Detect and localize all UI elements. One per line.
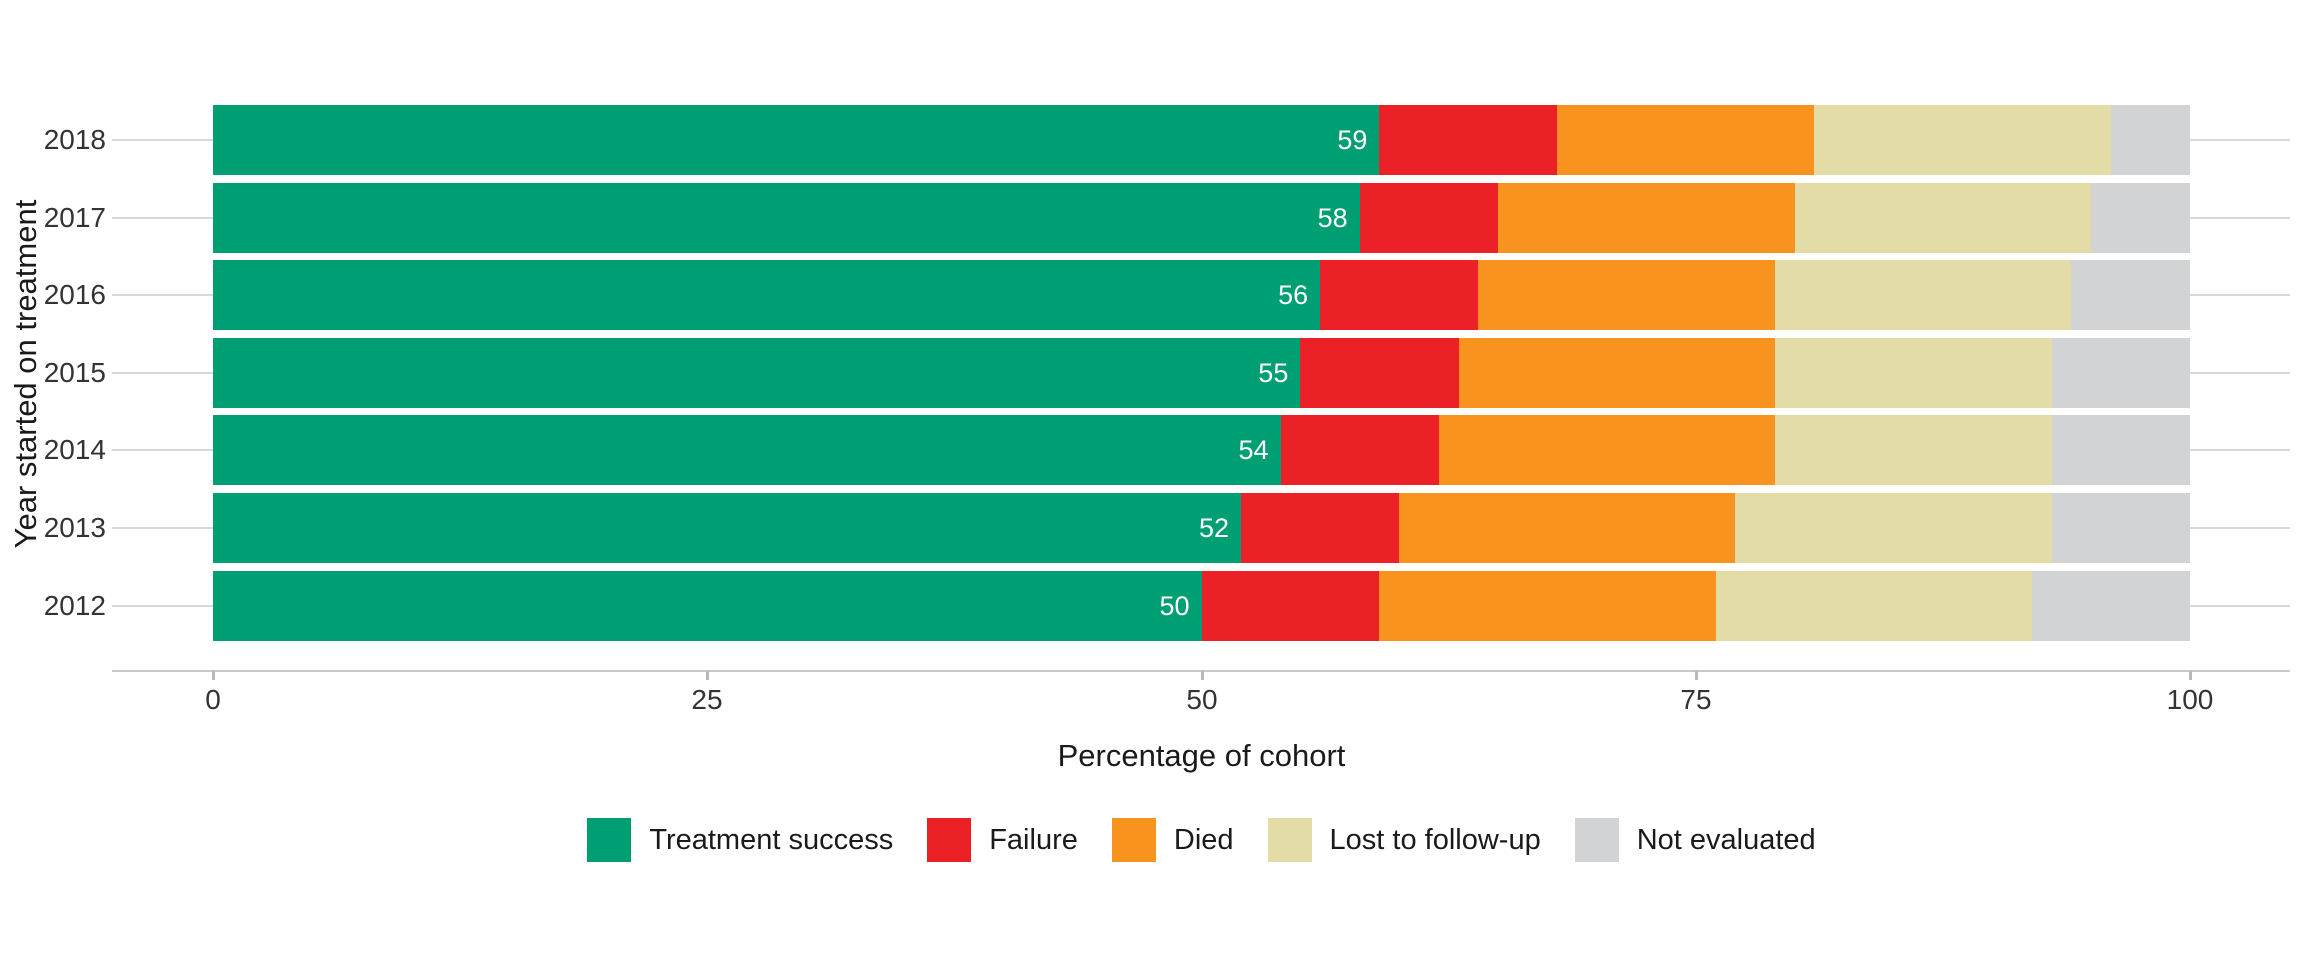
bar-value-label-2018: 59 [1337, 125, 1368, 155]
x-tick-label-75: 75 [1680, 684, 1712, 715]
bar-segment-died-2014 [1438, 415, 1775, 485]
bar-row-2017: 58 [213, 183, 2190, 253]
bar-segment-treatment-success-2014: 54 [213, 415, 1281, 485]
bar-segment-treatment-success-2018: 59 [213, 105, 1380, 175]
legend: Treatment success Failure Died Lost to foll… [213, 816, 2190, 864]
bar-value-label-2013: 52 [1198, 513, 1230, 543]
bar-row-2018: 59 [213, 105, 2190, 175]
bar-segment-not-evaluated-2018 [2110, 105, 2190, 175]
x-tick-label-25: 25 [691, 684, 723, 715]
legend-item-not-evaluated: Not evaluated [1574, 818, 1816, 862]
x-tick-label-50: 50 [1186, 684, 1218, 715]
legend-item-died: Died [1111, 818, 1234, 862]
legend-label-treatment-success: Treatment success [649, 823, 894, 856]
y-tick-label-2017: 2017 [43, 202, 106, 233]
y-tick-label-2012: 2012 [43, 590, 106, 621]
bar-segment-failure-2014 [1280, 415, 1439, 485]
bar-segment-died-2012 [1379, 571, 1716, 641]
legend-swatch-treatment-success [587, 818, 632, 862]
bar-row-2015: 55 [213, 338, 2190, 408]
bar-value-label-2012: 50 [1159, 591, 1190, 621]
bar-segment-treatment-success-2015: 55 [213, 338, 1301, 408]
bar-segment-not-evaluated-2014 [2051, 415, 2190, 485]
legend-label-not-evaluated: Not evaluated [1636, 823, 1816, 856]
bar-segment-treatment-success-2017: 58 [213, 183, 1360, 253]
bar-segment-lost-to-follow-up-2017 [1794, 183, 2092, 253]
bar-row-2014: 54 [213, 415, 2190, 485]
bar-segment-treatment-success-2013: 52 [213, 493, 1242, 563]
x-tick-label-100: 100 [2166, 684, 2214, 715]
bar-segment-lost-to-follow-up-2016 [1774, 260, 2072, 330]
x-tick-label-0: 0 [205, 684, 221, 715]
bar-row-2012: 50 [213, 571, 2190, 641]
bar-segment-lost-to-follow-up-2018 [1814, 105, 2111, 175]
bar-value-label-2016: 56 [1278, 280, 1309, 310]
legend-swatch-failure [927, 818, 972, 862]
bar-segment-died-2017 [1498, 183, 1795, 253]
legend-swatch-not-evaluated [1574, 818, 1619, 862]
legend-swatch-lost-to-follow-up [1267, 818, 1312, 862]
legend-item-treatment-success: Treatment success [587, 818, 893, 862]
y-tick-label-2013: 2013 [43, 512, 106, 543]
bar-value-label-2017: 58 [1317, 203, 1348, 233]
bar-segment-lost-to-follow-up-2014 [1774, 415, 2052, 485]
legend-label-failure: Failure [989, 823, 1078, 856]
x-tick-mark-0 [212, 671, 215, 680]
legend-label-died: Died [1173, 823, 1234, 856]
legend-swatch-died [1111, 818, 1156, 862]
bar-segment-lost-to-follow-up-2013 [1735, 493, 2052, 563]
bar-value-label-2015: 55 [1258, 358, 1289, 388]
bar-segment-lost-to-follow-up-2012 [1715, 571, 2032, 641]
bar-segment-failure-2012 [1201, 571, 1380, 641]
x-tick-mark-75 [1695, 671, 1698, 680]
x-tick-mark-25 [706, 671, 709, 680]
bar-segment-not-evaluated-2013 [2051, 493, 2190, 563]
bar-segment-died-2013 [1399, 493, 1736, 563]
bar-segment-treatment-success-2016: 56 [213, 260, 1321, 330]
bar-segment-not-evaluated-2017 [2091, 183, 2190, 253]
bar-segment-lost-to-follow-up-2015 [1774, 338, 2052, 408]
x-tick-mark-100 [2189, 671, 2192, 680]
bar-segment-not-evaluated-2012 [2031, 571, 2190, 641]
x-axis-title: Percentage of cohort [1057, 738, 1346, 773]
y-tick-label-2018: 2018 [43, 124, 106, 155]
bar-segment-failure-2018 [1379, 105, 1558, 175]
bar-segment-died-2016 [1478, 260, 1775, 330]
x-tick-mark-50 [1201, 671, 1204, 680]
bar-row-2016: 56 [213, 260, 2190, 330]
y-tick-label-2015: 2015 [43, 357, 106, 388]
y-tick-label-2016: 2016 [43, 279, 106, 310]
bar-row-2013: 52 [213, 493, 2190, 563]
legend-label-lost-to-follow-up: Lost to follow-up [1329, 823, 1541, 856]
bar-segment-died-2018 [1557, 105, 1815, 175]
bar-value-label-2014: 54 [1238, 435, 1269, 465]
legend-item-failure: Failure [927, 818, 1078, 862]
bar-segment-failure-2016 [1320, 260, 1479, 330]
bar-segment-failure-2017 [1359, 183, 1499, 253]
y-tick-label-2014: 2014 [43, 434, 106, 465]
legend-item-lost-to-follow-up: Lost to follow-up [1267, 818, 1541, 862]
bar-segment-died-2015 [1458, 338, 1775, 408]
bar-segment-not-evaluated-2016 [2071, 260, 2190, 330]
bar-segment-failure-2013 [1241, 493, 1400, 563]
bar-segment-failure-2015 [1300, 338, 1459, 408]
bar-segment-not-evaluated-2015 [2051, 338, 2190, 408]
bar-segment-treatment-success-2012: 50 [213, 571, 1202, 641]
